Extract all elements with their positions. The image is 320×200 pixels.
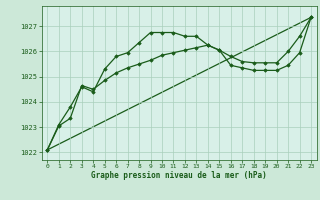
X-axis label: Graphe pression niveau de la mer (hPa): Graphe pression niveau de la mer (hPa) [91,171,267,180]
